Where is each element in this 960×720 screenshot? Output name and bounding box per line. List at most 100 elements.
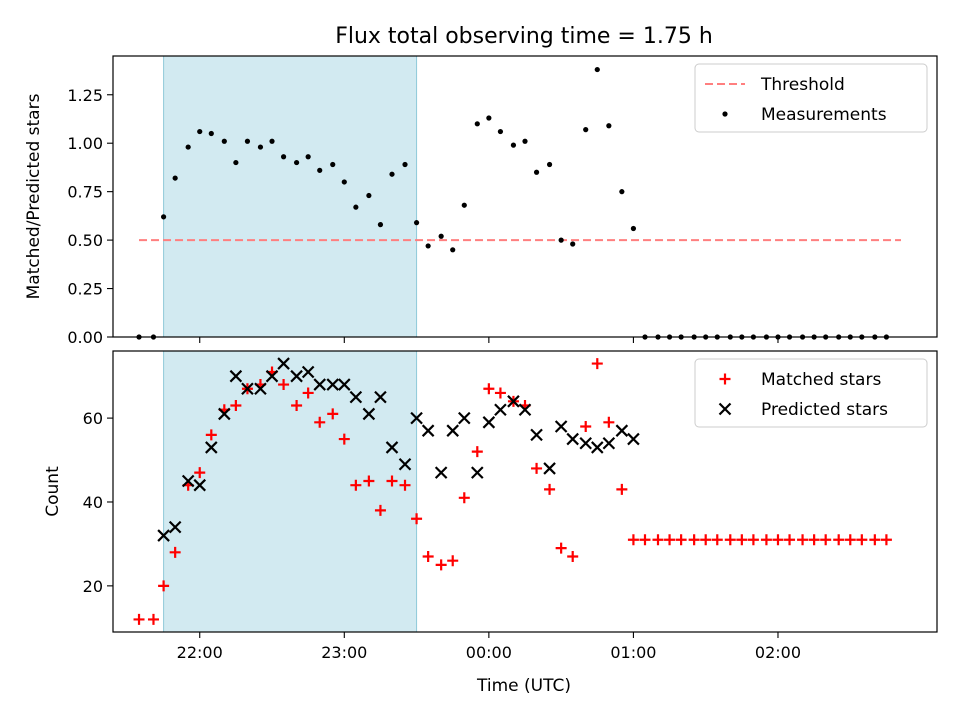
matched-star-point [616, 483, 628, 495]
matched-star-point [447, 555, 459, 567]
matched-star-point [664, 534, 676, 546]
matched-star-point [435, 559, 447, 571]
matched-star-point [411, 513, 423, 525]
predicted-star-point [168, 520, 182, 534]
x-tick-label: 02:00 [755, 643, 801, 662]
measurement-point [341, 179, 347, 185]
top-x-axis [199, 337, 779, 343]
measurement-point [606, 123, 612, 129]
y-tick-label: 20 [83, 577, 103, 596]
measurement-point [510, 142, 517, 148]
matched-star-point [194, 467, 206, 479]
predicted-star-point [446, 424, 459, 437]
measurement-point [330, 161, 336, 168]
legend-marker-swatch [719, 373, 731, 385]
predicted-star-point [338, 378, 351, 391]
measurement-point [244, 138, 251, 144]
predicted-star-point [482, 416, 496, 429]
matched-star-point [386, 475, 398, 487]
predicted-star-point [554, 420, 568, 433]
predicted-star-point [181, 474, 195, 488]
matched-star-point [147, 613, 159, 625]
predicted-star-point [241, 382, 254, 396]
matched-star-point [205, 429, 217, 441]
matched-star-point [483, 383, 495, 395]
measurement-point [630, 225, 637, 232]
matched-star-point [338, 433, 350, 445]
measurement-point [413, 220, 420, 226]
matched-star-point [350, 479, 362, 491]
matched-star-point [422, 551, 434, 563]
predicted-star-point [518, 403, 532, 416]
measurement-point [317, 167, 323, 173]
y-tick-label: 0.50 [67, 231, 103, 250]
predicted-star-point [434, 466, 448, 479]
y-tick-label: 60 [83, 409, 103, 428]
matched-star-point [833, 534, 845, 546]
matched-star-point [797, 534, 809, 546]
top-panel: 0.00 0.25 0.50 0.75 1.00 1.25 Matched/Predict… [24, 55, 938, 347]
matched-star-point [736, 534, 748, 546]
predicted-star-point [290, 369, 303, 383]
predicted-star-point [566, 432, 579, 446]
matched-star-point [291, 400, 303, 412]
matched-star-point [302, 387, 314, 399]
measurement-point [438, 233, 444, 239]
measurement-point [353, 204, 359, 210]
matched-star-point [133, 613, 145, 625]
matched-star-point [471, 446, 483, 458]
predicted-star-point [301, 365, 315, 379]
matched-star-point [567, 551, 579, 563]
matched-star-point [700, 534, 712, 546]
bottom-y-axis-label: Count [43, 466, 63, 517]
matched-star-point [580, 420, 592, 432]
y-tick-label: 40 [83, 493, 103, 512]
legend-label: Matched stars [761, 370, 881, 390]
matched-star-point [844, 534, 856, 546]
predicted-star-point [374, 390, 387, 404]
measurement-point [558, 237, 564, 243]
matched-star-point [869, 534, 881, 546]
top-panel-marks [136, 66, 901, 340]
matched-star-point [747, 534, 759, 546]
predicted-star-point [507, 395, 520, 408]
predicted-star-point [458, 411, 471, 425]
legend-label: Threshold [760, 75, 845, 95]
matched-star-point [494, 387, 506, 399]
measurement-point [425, 243, 431, 249]
measurement-point [486, 115, 492, 121]
predicted-star-point [193, 478, 207, 492]
matched-star-point [856, 534, 868, 546]
y-tick-label: 1.00 [67, 134, 103, 153]
predicted-star-point [471, 466, 484, 479]
matched-star-point [399, 479, 411, 491]
predicted-star-point [205, 441, 218, 454]
measurement-point [497, 128, 504, 135]
bottom-y-axis: 20 40 60 [83, 409, 113, 596]
legend-label: Predicted stars [761, 400, 888, 420]
measurement-point [583, 127, 589, 133]
predicted-star-point [530, 428, 543, 442]
measurement-point [389, 171, 395, 177]
measurement-point [594, 66, 600, 73]
x-tick-label: 01:00 [610, 643, 656, 662]
measurement-point [221, 138, 227, 144]
measurement-point [402, 161, 408, 168]
predicted-star-point [421, 424, 435, 437]
measurement-point [293, 159, 300, 166]
predicted-star-point [326, 378, 340, 391]
legend-marker-swatch [722, 111, 728, 117]
bottom-panel-frame [112, 350, 938, 633]
matched-star-point [158, 580, 170, 592]
matched-star-point [688, 534, 700, 546]
predicted-star-point [254, 382, 267, 396]
measurement-point [185, 144, 191, 150]
matched-star-point [169, 546, 181, 558]
predicted-star-point [229, 369, 243, 383]
matched-star-point [639, 534, 651, 546]
matched-star-point [711, 534, 723, 546]
matched-star-point [880, 534, 892, 546]
top-legend: Threshold Measurements [694, 63, 928, 133]
predicted-star-point [265, 369, 279, 383]
